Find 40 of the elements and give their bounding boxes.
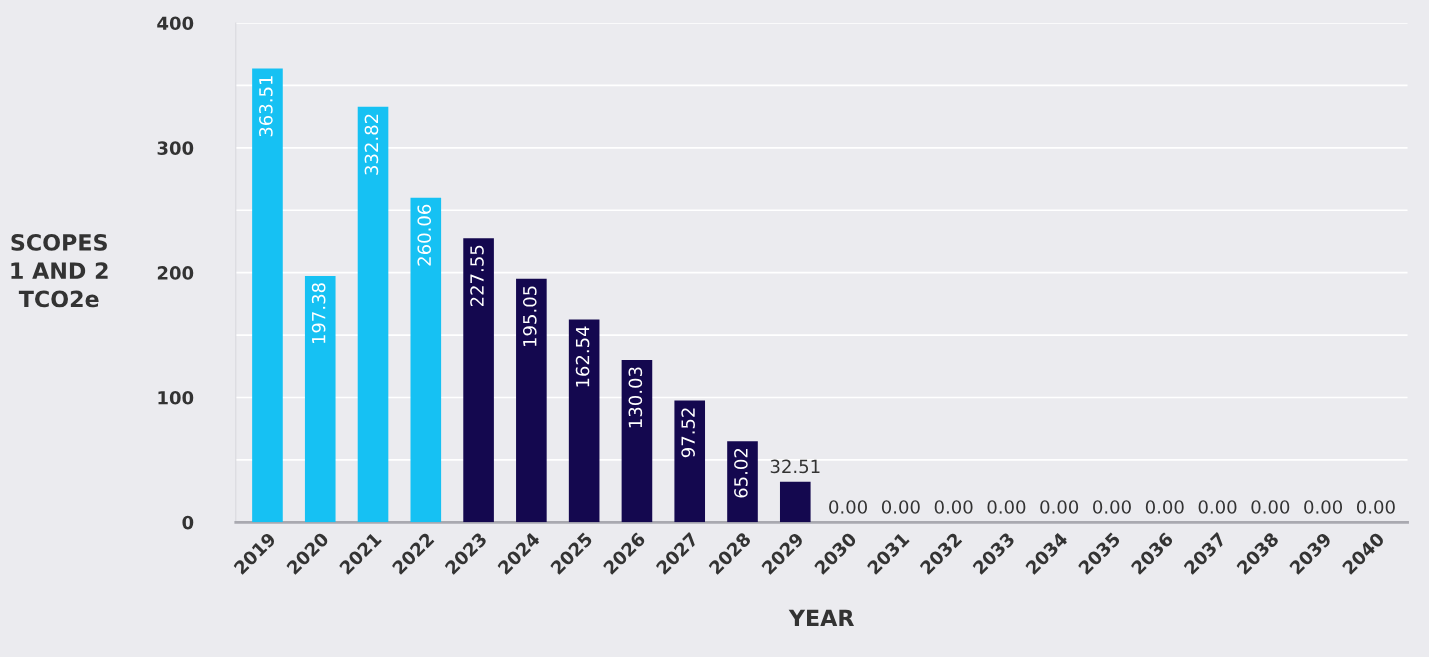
data-label: 260.06: [417, 204, 432, 266]
data-label: 0.00: [1356, 500, 1395, 514]
bar: [621, 360, 653, 523]
y-tick-label: 300: [157, 141, 194, 155]
bar: [727, 441, 758, 523]
data-label: 197.38: [311, 283, 326, 344]
bar: [410, 197, 442, 523]
data-label: 0.00: [934, 500, 973, 514]
y-tick-label: 0: [182, 515, 194, 530]
data-label: 0.00: [1040, 500, 1079, 514]
data-label: 0.00: [1304, 500, 1343, 514]
y-tick-label: 400: [157, 16, 194, 31]
data-label: 65.02: [734, 448, 748, 498]
bar: [252, 68, 283, 523]
y-tick-label: 200: [157, 266, 194, 280]
data-label: 195.05: [522, 286, 537, 347]
data-label: 97.52: [681, 408, 695, 458]
bar: [304, 275, 336, 523]
data-label: 0.00: [1251, 500, 1290, 514]
bar: [463, 238, 494, 523]
bar: [779, 481, 811, 523]
data-label: 0.00: [1093, 500, 1131, 514]
bar: [516, 278, 547, 523]
bar: [357, 106, 389, 523]
bar: [674, 400, 706, 523]
data-label: 162.54: [575, 326, 590, 387]
x-axis-title: YEAR: [788, 609, 855, 626]
bar: [568, 319, 600, 523]
data-label: 0.00: [987, 500, 1026, 514]
data-label: 227.55: [470, 245, 484, 307]
data-label: 0.00: [1145, 500, 1184, 514]
data-label: 0.00: [829, 500, 867, 514]
data-label: 363.51: [259, 76, 273, 137]
data-label: 130.03: [628, 367, 643, 428]
data-label: 0.00: [1198, 500, 1237, 514]
data-label: 32.51: [770, 459, 820, 474]
data-label: 332.82: [364, 114, 379, 175]
data-label: 0.00: [881, 500, 920, 514]
y-tick-label: 100: [158, 390, 194, 405]
y-axis-title: SCOPES 1 AND 2 TCO2e: [11, 234, 108, 308]
